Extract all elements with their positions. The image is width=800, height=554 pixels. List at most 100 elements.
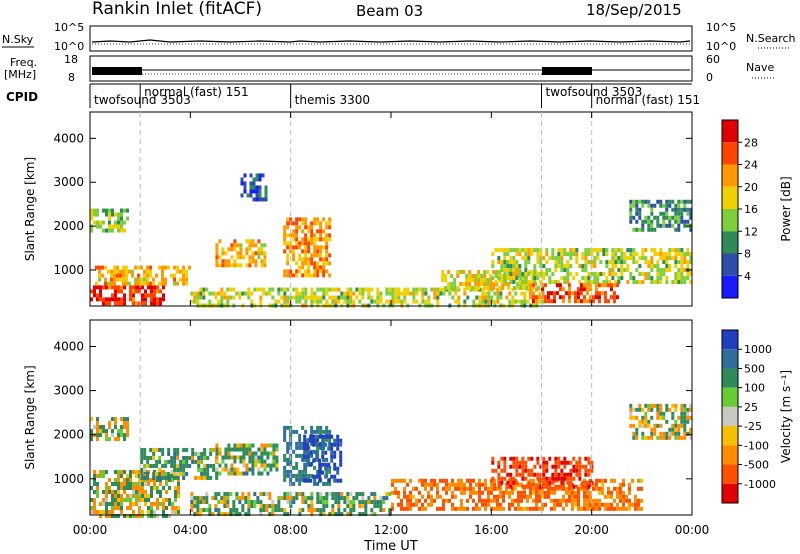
heatmap-cell [571,486,574,491]
heatmap-cell [451,502,454,507]
heatmap-cell [295,492,299,497]
heatmap-cell [514,291,518,296]
heatmap-cell [506,276,510,281]
heatmap-cell [509,472,513,477]
heatmap-cell [306,458,310,463]
heatmap-cell [247,512,251,517]
heatmap-cell [159,490,162,494]
heatmap-cell [304,291,308,296]
heatmap-cell [680,280,684,285]
heatmap-cell [257,255,261,260]
heatmap-cell [147,494,150,498]
heatmap-cell [507,286,511,291]
heatmap-cell [650,211,654,216]
heatmap-cell [560,484,564,489]
heatmap-cell [248,239,252,244]
heatmap-cell [415,299,419,304]
heatmap-cell [483,274,487,279]
y-tick-label: 4000 [53,131,84,145]
heatmap-cell [301,295,305,300]
heatmap-cell [525,286,529,291]
heatmap-cell [110,277,114,282]
heatmap-cell [641,227,645,232]
heatmap-cell [509,484,513,489]
heatmap-cell [322,295,326,300]
heatmap-cell [601,478,604,483]
heatmap-cell [227,447,231,452]
heatmap-cell [494,468,498,473]
heatmap-cell [638,403,642,408]
heatmap-cell [289,425,293,430]
heatmap-cell [590,460,594,465]
heatmap-cell [286,225,290,230]
heatmap-cell [518,272,522,277]
heatmap-cell [256,496,260,501]
heatmap-cell [120,220,123,225]
nsky-label: N.Sky [2,33,34,46]
heatmap-cell [612,291,616,296]
heatmap-cell [303,438,307,443]
heatmap-cell [541,490,544,495]
heatmap-cell [469,490,472,495]
heatmap-cell [150,289,153,294]
heatmap-cell [265,492,269,497]
heatmap-cell [144,293,147,298]
heatmap-cell [521,248,525,253]
heatmap-cell [489,278,493,283]
heatmap-cell [506,252,510,257]
heatmap-cell [529,506,532,511]
heatmap-cell [333,462,337,467]
heatmap-cell [138,514,141,518]
heatmap-cell [403,490,406,495]
heatmap-cell [349,295,353,300]
heatmap-cell [202,295,206,300]
heatmap-cell [550,506,553,511]
heatmap-cell [585,299,589,304]
heatmap-cell [188,265,192,270]
heatmap-cell [271,295,275,300]
heatmap-cell [283,512,287,517]
colorbar-tick-label: -100 [744,439,769,452]
heatmap-cell [544,490,547,495]
heatmap-cell [177,510,180,514]
heatmap-cell [635,435,639,440]
heatmap-cell [144,482,147,486]
heatmap-cell [361,504,365,509]
heatmap-cell [322,496,326,501]
heatmap-cell [241,291,245,296]
heatmap-cell [307,295,311,300]
heatmap-cell [316,457,320,462]
heatmap-cell [427,502,430,507]
heatmap-cell [508,299,512,304]
heatmap-cell [677,252,681,257]
heatmap-cell [223,295,227,300]
heatmap-cell [686,407,690,412]
heatmap-cell [251,455,255,460]
heatmap-cell [581,484,585,489]
heatmap-cell [330,454,334,459]
heatmap-cell [508,494,511,499]
heatmap-cell [307,225,311,230]
heatmap-cell [316,273,320,278]
heatmap-cell [159,289,162,294]
heatmap-cell [689,415,693,420]
heatmap-cell [448,482,451,487]
heatmap-cell [134,281,138,286]
heatmap-cell [146,273,150,278]
heatmap-cell [689,211,693,216]
heatmap-cell [95,281,99,286]
heatmap-cell [193,295,197,300]
heatmap-cell [566,280,570,285]
heatmap-cell [292,257,296,262]
heatmap-cell [156,474,159,478]
heatmap-cell [391,482,394,487]
heatmap-cell [361,496,365,501]
heatmap-cell [556,502,559,507]
heatmap-cell [509,456,513,461]
heatmap-cell [584,252,588,257]
heatmap-cell [595,482,598,487]
heatmap-cell [535,490,538,495]
heatmap-cell [286,295,290,300]
heatmap-cell [337,504,341,509]
heatmap-cell [444,286,448,291]
